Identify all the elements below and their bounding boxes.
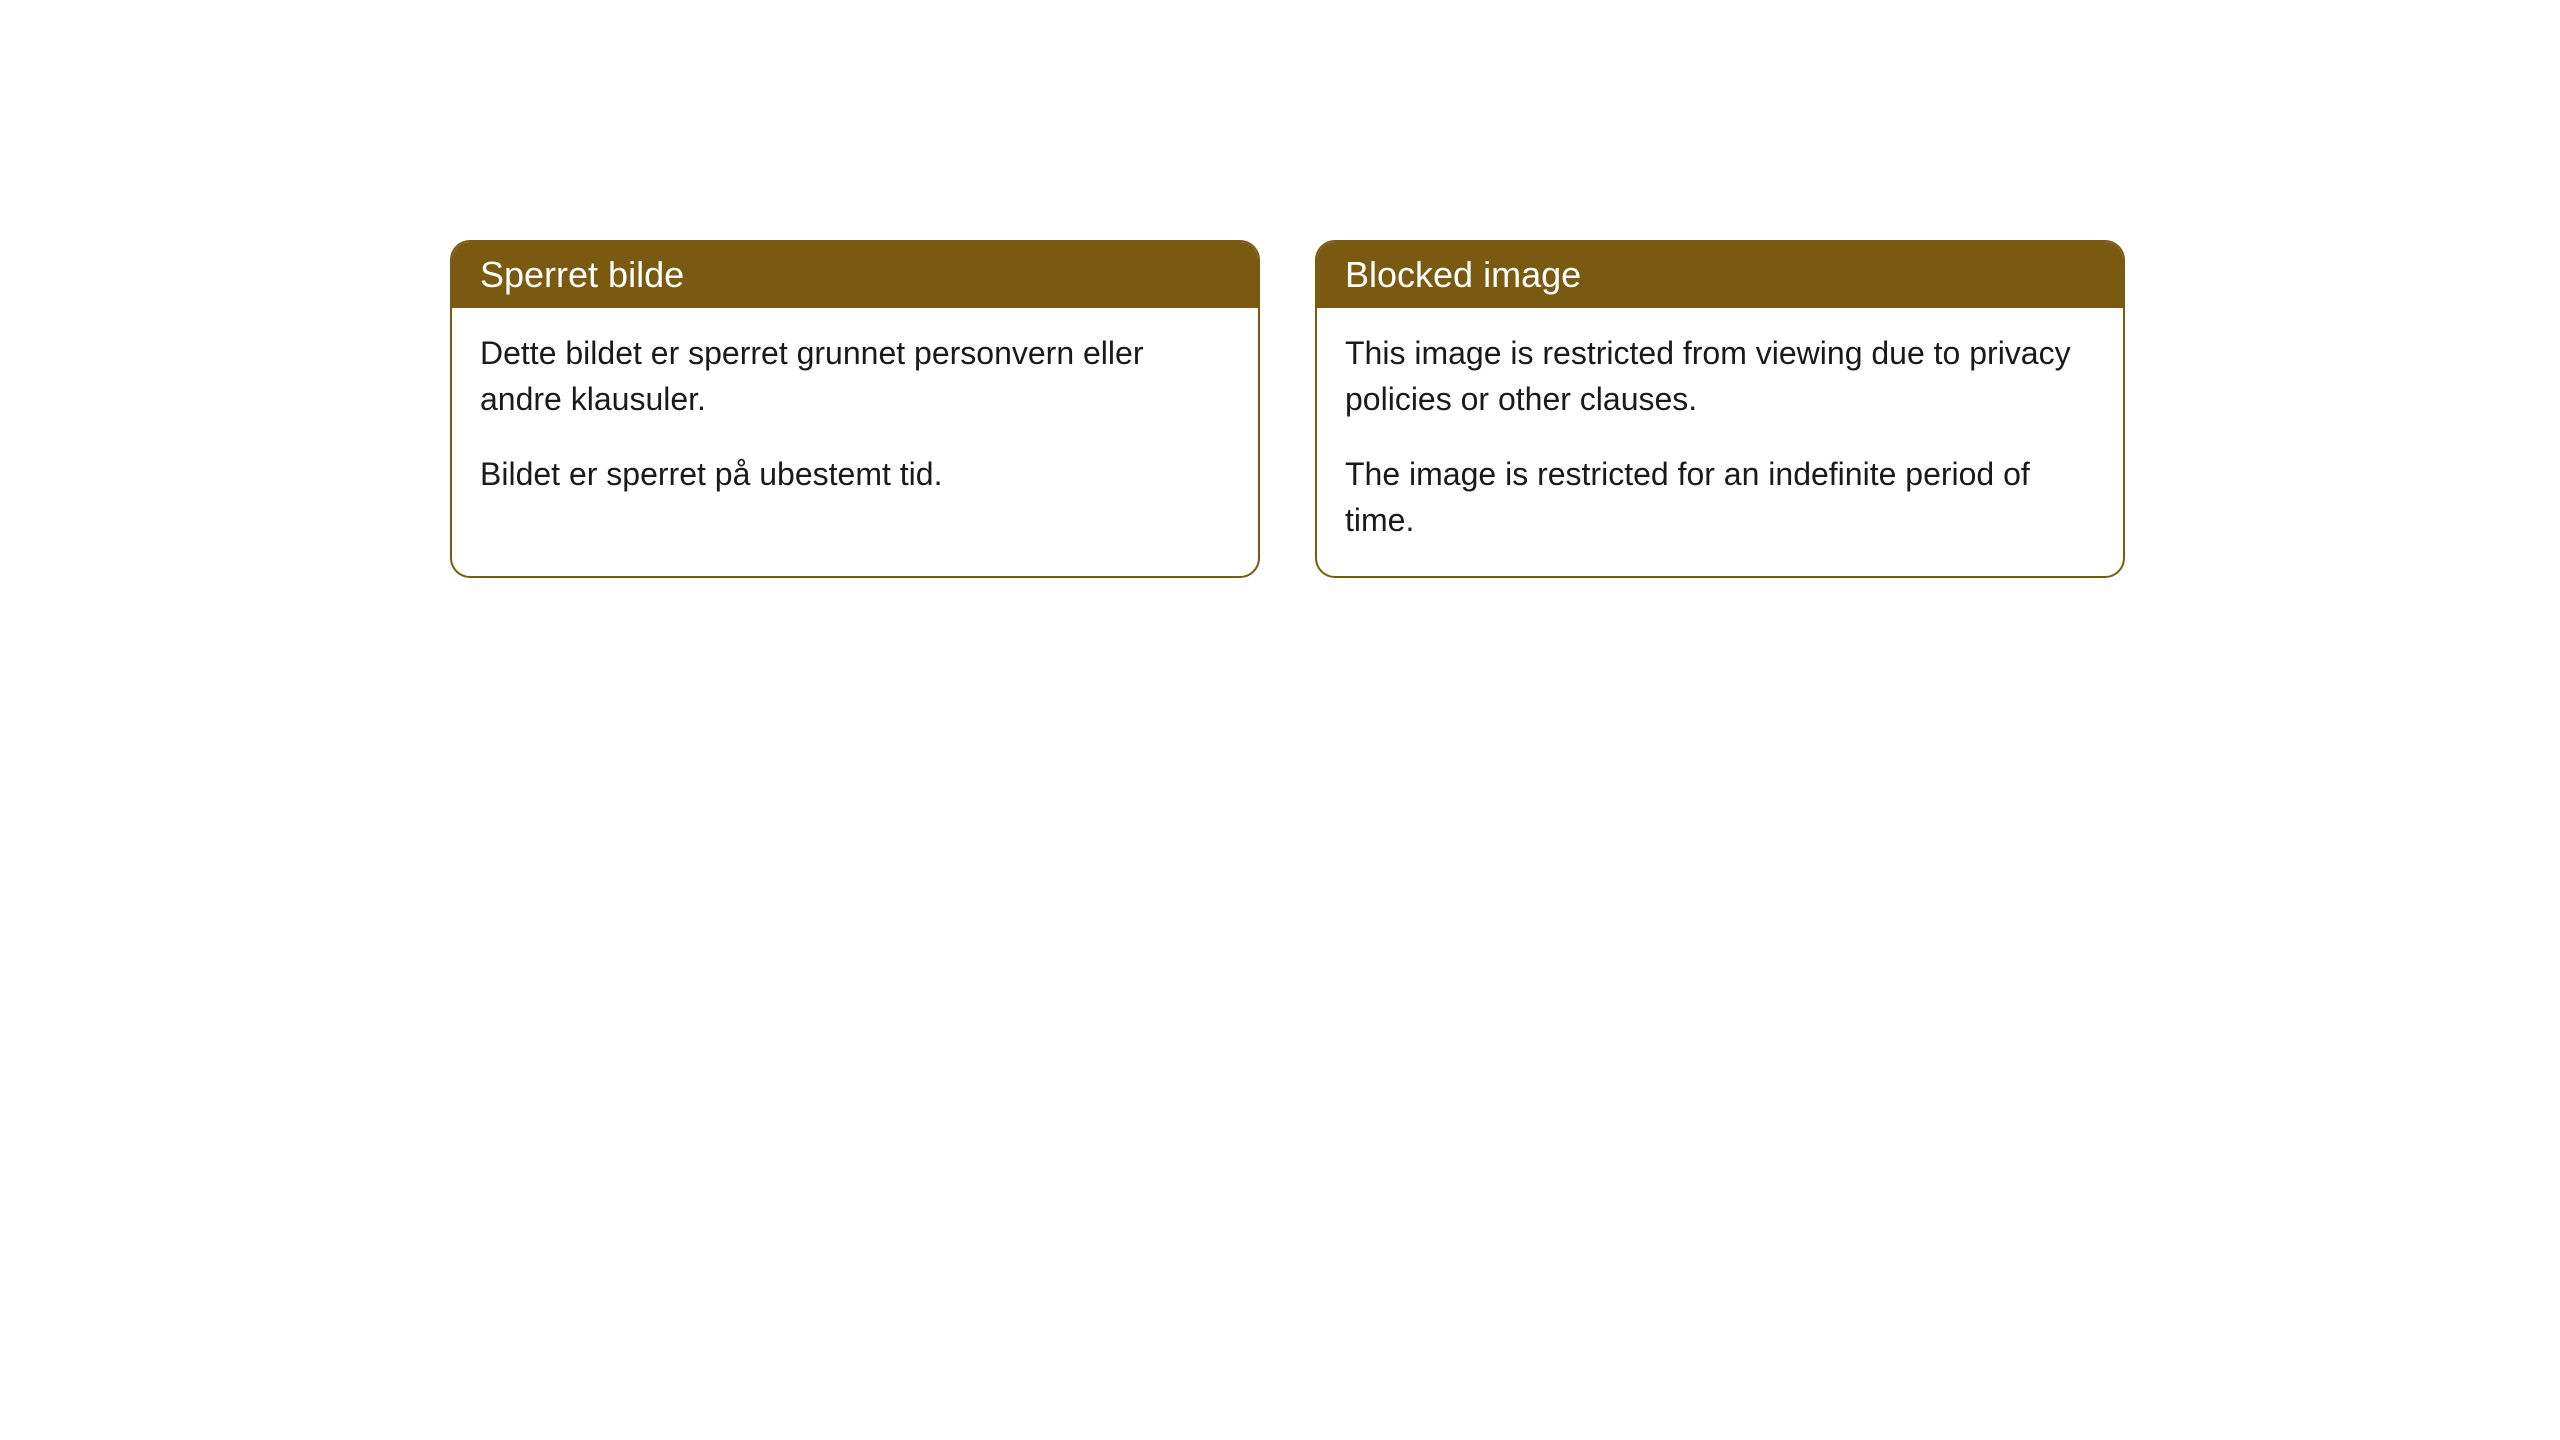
notice-cards-container: Sperret bilde Dette bildet er sperret gr… [450, 240, 2125, 578]
blocked-image-card-english: Blocked image This image is restricted f… [1315, 240, 2125, 578]
card-body: This image is restricted from viewing du… [1317, 308, 2123, 576]
card-paragraph: Dette bildet er sperret grunnet personve… [480, 330, 1230, 423]
card-title: Blocked image [1345, 254, 1581, 295]
card-paragraph: The image is restricted for an indefinit… [1345, 451, 2095, 544]
card-header: Sperret bilde [452, 242, 1258, 308]
card-paragraph: This image is restricted from viewing du… [1345, 330, 2095, 423]
blocked-image-card-norwegian: Sperret bilde Dette bildet er sperret gr… [450, 240, 1260, 578]
card-title: Sperret bilde [480, 254, 684, 295]
card-paragraph: Bildet er sperret på ubestemt tid. [480, 451, 1230, 497]
card-body: Dette bildet er sperret grunnet personve… [452, 308, 1258, 529]
card-header: Blocked image [1317, 242, 2123, 308]
